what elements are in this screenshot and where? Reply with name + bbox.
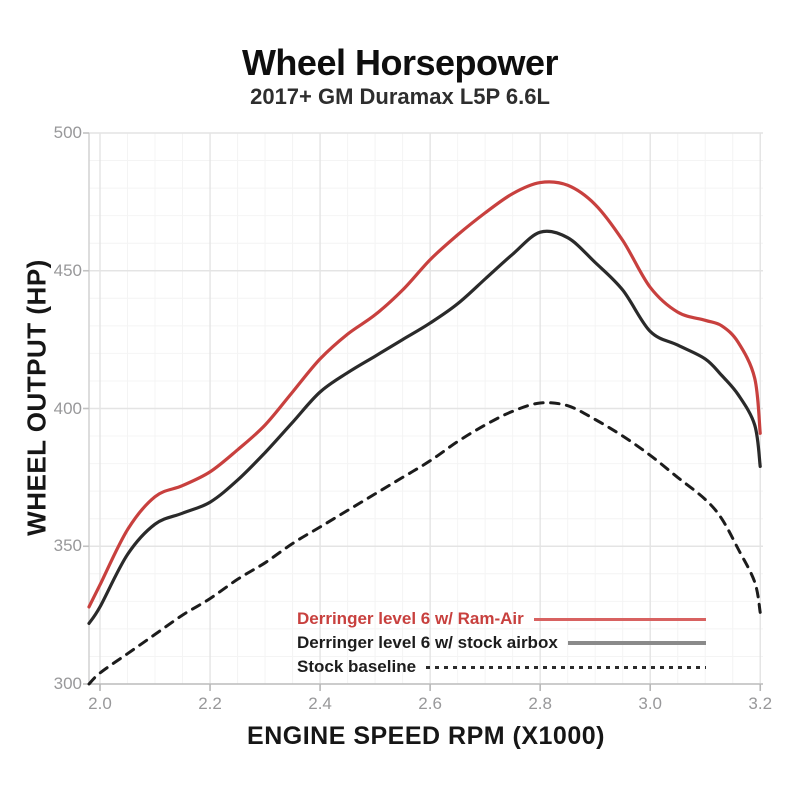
y-tick-label: 450 [53, 260, 82, 280]
legend-line-sample-ramair [533, 617, 706, 621]
x-tick-label: 2.2 [198, 694, 222, 713]
x-tick-label: 2.6 [418, 694, 442, 713]
legend-item-stock-airbox: Derringer level 6 w/ stock airbox [297, 631, 706, 655]
legend-label-stock-baseline: Stock baseline [297, 657, 417, 676]
series-path-0 [87, 180, 762, 609]
series-path-1 [87, 229, 762, 625]
series-path-2 [87, 401, 762, 686]
x-tick-label: 2.4 [308, 694, 332, 713]
x-tick-label: 2.0 [88, 694, 112, 713]
y-tick-label: 300 [53, 674, 82, 693]
x-tick-label: 3.2 [748, 694, 773, 713]
y-tick-label: 400 [53, 398, 82, 418]
legend-line-sample-stock-airbox [567, 641, 706, 645]
y-tick-label: 500 [53, 123, 82, 142]
legend-item-ramair: Derringer level 6 w/ Ram-Air [297, 607, 706, 631]
y-tick-label: 350 [53, 536, 82, 556]
x-tick-label: 2.8 [528, 694, 552, 713]
chart-subtitle: 2017+ GM Duramax L5P 6.6L [250, 84, 550, 109]
legend-label-stock-airbox: Derringer level 6 w/ stock airbox [297, 633, 558, 652]
legend-line-sample-stock-baseline [426, 665, 706, 669]
legend: Derringer level 6 w/ Ram-Air Derringer l… [297, 607, 706, 679]
x-axis-title: ENGINE SPEED RPM (X1000) [247, 722, 605, 750]
legend-label-ramair: Derringer level 6 w/ Ram-Air [297, 609, 524, 628]
chart-title: Wheel Horsepower [241, 42, 559, 83]
x-tick-label: 3.0 [638, 694, 663, 713]
legend-item-stock-baseline: Stock baseline [297, 655, 706, 679]
